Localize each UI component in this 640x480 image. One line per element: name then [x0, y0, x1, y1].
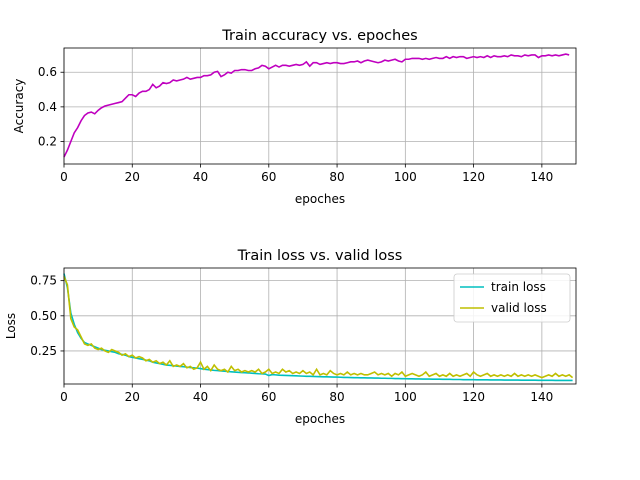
loss-y-tick-label: 0.75: [30, 274, 57, 288]
train-loss-series-line: [63, 273, 573, 382]
loss-legend: train loss valid loss: [453, 273, 571, 323]
loss-x-tick-label: 80: [329, 390, 344, 404]
accuracy-x-tick-label: 80: [329, 170, 344, 184]
loss-x-tick-label: 60: [261, 390, 276, 404]
accuracy-grid: [63, 48, 576, 164]
loss-x-ticks: 0 20 40 60 80 100 120 140: [60, 384, 553, 404]
accuracy-y-tick-label: 0.6: [38, 65, 57, 79]
legend-label-valid-loss: valid loss: [491, 301, 547, 315]
loss-chart-title: Train loss vs. valid loss: [237, 248, 403, 264]
loss-x-tick-label: 120: [462, 390, 485, 404]
loss-subplot: 0 20 40 60 80 100 120 140 0.25 0.50 0.75 Train lo…: [4, 248, 577, 426]
accuracy-series-line: [63, 53, 570, 158]
accuracy-x-tick-label: 100: [394, 170, 417, 184]
loss-y-axis-label: Loss: [4, 313, 18, 339]
loss-axes-frame: [63, 267, 577, 385]
accuracy-axes-frame: [63, 47, 577, 165]
accuracy-y-tick-label: 0.2: [38, 134, 57, 148]
loss-x-axis-label: epoches: [295, 412, 345, 426]
accuracy-chart-title: Train accuracy vs. epoches: [221, 28, 417, 44]
accuracy-y-axis-label: Accuracy: [12, 79, 26, 134]
accuracy-x-tick-label: 20: [125, 170, 140, 184]
accuracy-subplot: 0 20 40 60 80 100 120 140 0.2 0.4 0.6 Train accur…: [12, 28, 577, 206]
loss-x-tick-label: 20: [125, 390, 140, 404]
legend-box: [453, 273, 571, 323]
loss-y-tick-label: 0.50: [30, 309, 57, 323]
accuracy-x-tick-label: 0: [60, 170, 68, 184]
loss-x-tick-label: 140: [530, 390, 553, 404]
accuracy-y-tick-label: 0.4: [38, 100, 57, 114]
loss-y-ticks: 0.25 0.50 0.75: [30, 274, 64, 358]
accuracy-x-tick-label: 120: [462, 170, 485, 184]
accuracy-x-ticks: 0 20 40 60 80 100 120 140: [60, 164, 553, 184]
accuracy-x-tick-label: 40: [193, 170, 208, 184]
accuracy-x-tick-label: 60: [261, 170, 276, 184]
loss-x-tick-label: 100: [394, 390, 417, 404]
accuracy-x-axis-label: epoches: [295, 192, 345, 206]
loss-x-tick-label: 40: [193, 390, 208, 404]
loss-x-tick-label: 0: [60, 390, 68, 404]
loss-y-tick-label: 0.25: [30, 344, 57, 358]
valid-loss-series-line: [63, 276, 574, 379]
legend-label-train-loss: train loss: [491, 280, 546, 294]
accuracy-y-ticks: 0.2 0.4 0.6: [38, 65, 64, 148]
accuracy-x-tick-label: 140: [530, 170, 553, 184]
